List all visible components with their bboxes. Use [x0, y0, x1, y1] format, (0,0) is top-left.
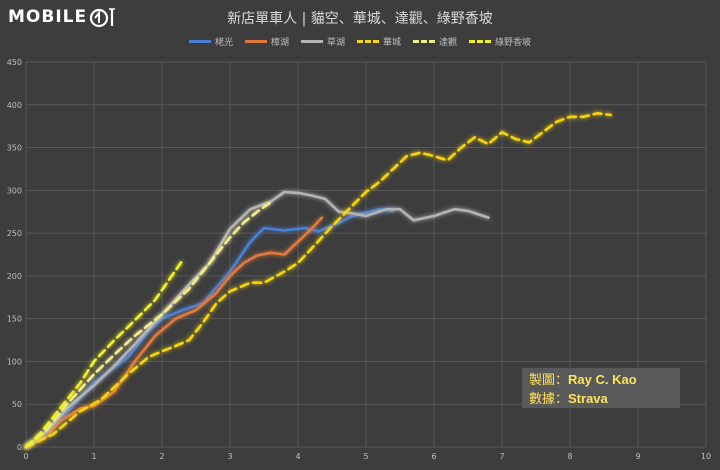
logo-text: MOBILE	[8, 7, 88, 27]
x-tick-label: 6	[431, 452, 436, 461]
legend-item: 達觀	[413, 35, 457, 48]
y-tick-label: 450	[7, 58, 22, 67]
series-line-5	[24, 259, 184, 449]
series-line-2	[24, 190, 490, 449]
legend-swatch	[469, 40, 492, 43]
credit-source-row: 數據：Strava	[529, 390, 680, 409]
legend-swatch	[300, 40, 323, 43]
legend-item: 樟湖	[244, 35, 289, 48]
x-tick-label: 4	[295, 452, 300, 461]
chart-title: 新店單車人 | 貓空、華城、達觀、綠野香坡	[227, 11, 493, 27]
credit-author: Ray C. Kao	[568, 372, 637, 387]
y-tick-label: 100	[7, 357, 22, 366]
x-tick-label: 1	[91, 452, 96, 461]
legend-label: 達觀	[439, 38, 458, 48]
x-tick-label: 5	[363, 452, 368, 461]
x-tick-label: 8	[567, 452, 572, 461]
legend-label: 華城	[383, 38, 402, 48]
legend-swatch	[244, 40, 267, 43]
credit-source-label: 數據：	[529, 392, 569, 407]
legend-swatch	[357, 40, 379, 43]
x-tick-label: 2	[159, 452, 164, 461]
credit-box: 製圖：Ray C. Kao 數據：Strava	[522, 368, 680, 408]
x-tick-label: 3	[227, 452, 232, 461]
legend-swatch	[188, 40, 211, 43]
series-line-3	[24, 112, 613, 449]
x-tick-label: 10	[701, 452, 711, 461]
y-tick-label: 50	[12, 400, 22, 409]
logo-01-icon	[90, 8, 116, 28]
y-tick-label: 200	[7, 272, 22, 281]
legend-item: 華城	[357, 35, 401, 48]
y-tick-label: 300	[7, 186, 22, 195]
x-tick-label: 9	[635, 452, 640, 461]
mobile01-logo: MOBILE	[8, 6, 119, 28]
credit-source: Strava	[568, 391, 608, 406]
x-tick-label: 7	[499, 452, 504, 461]
y-tick-label: 0	[17, 443, 22, 452]
series-line-1	[24, 216, 324, 449]
legend-label: 草湖	[326, 38, 345, 48]
y-tick-label: 400	[7, 101, 22, 110]
legend-label: 樟湖	[270, 38, 289, 48]
legend-item: 綠野香坡	[469, 35, 531, 48]
legend-item: 栳光	[188, 35, 233, 48]
credit-author-row: 製圖：Ray C. Kao	[529, 371, 680, 390]
legend-label: 栳光	[214, 38, 233, 48]
x-tick-label: 0	[23, 452, 28, 461]
y-tick-label: 250	[7, 229, 22, 238]
legend-swatch	[413, 40, 436, 43]
y-tick-label: 350	[7, 144, 22, 153]
credit-author-label: 製圖：	[529, 373, 569, 388]
legend-item: 草湖	[300, 35, 345, 48]
chart-legend: 栳光 樟湖 草湖 華城 達觀 綠野香坡	[0, 35, 720, 48]
legend-label: 綠野香坡	[495, 38, 532, 48]
series-line-4	[24, 201, 273, 449]
y-tick-label: 150	[7, 315, 22, 324]
